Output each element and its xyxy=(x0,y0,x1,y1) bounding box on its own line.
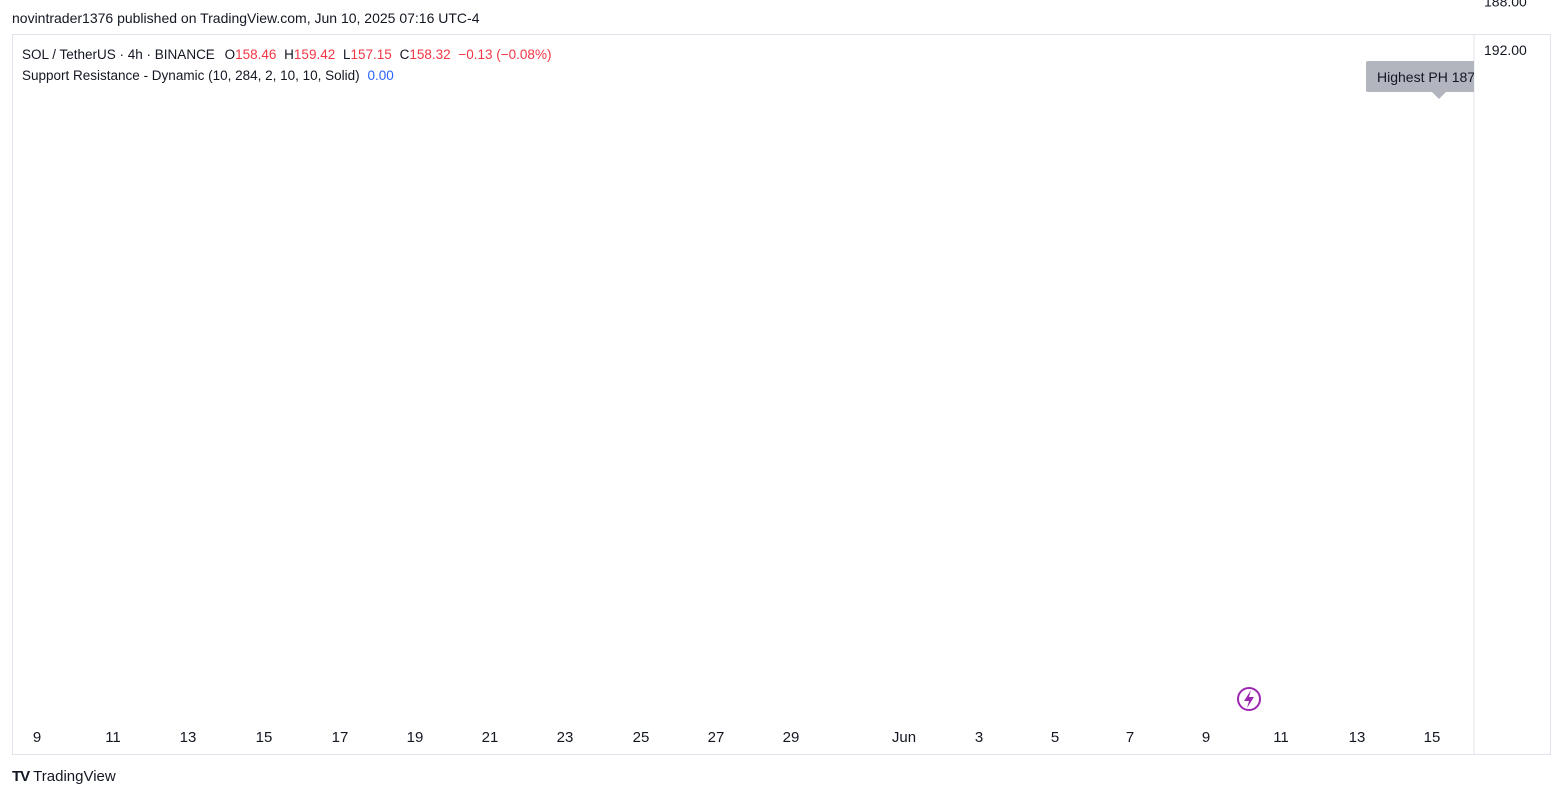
x-tick-label: 21 xyxy=(482,729,499,746)
open-label: O xyxy=(224,47,236,62)
x-tick-label: 23 xyxy=(557,729,574,746)
chart-legend: SOL / TetherUS · 4h · BINANCE O158.46 H1… xyxy=(22,44,551,86)
highest-ph-label: Highest PH 187.71 xyxy=(1377,69,1495,85)
x-tick-label: 9 xyxy=(1202,729,1210,746)
highest-ph-badge-bg xyxy=(1366,61,1474,92)
publisher-text: novintrader1376 published on TradingView… xyxy=(12,10,480,26)
lightning-icon xyxy=(1237,687,1261,711)
highest-ph-badge: Highest PH 187.71 xyxy=(1366,61,1495,99)
change-value: −0.13 (−0.08%) xyxy=(458,47,552,62)
brand-name: TradingView xyxy=(33,768,116,785)
indicator-row: Support Resistance - Dynamic (10, 284, 2… xyxy=(22,65,551,86)
y-tick-label: 192.00 xyxy=(1484,42,1527,58)
x-tick-label: 15 xyxy=(1424,729,1441,746)
x-tick-label: Jun xyxy=(892,729,916,746)
indicator-label[interactable]: Support Resistance - Dynamic (10, 284, 2… xyxy=(22,68,360,83)
close-label: C xyxy=(399,47,410,62)
tradingview-logo-icon: TV xyxy=(12,768,30,785)
open-value: 158.46 xyxy=(235,47,277,62)
ohlc-row: SOL / TetherUS · 4h · BINANCE O158.46 H1… xyxy=(22,44,551,65)
x-tick-label: 29 xyxy=(783,729,800,746)
x-tick-label: 11 xyxy=(105,729,121,746)
lightning-bolt-icon xyxy=(1244,690,1254,708)
x-tick-label: 11 xyxy=(1273,729,1289,746)
chart-frame xyxy=(12,34,1551,755)
x-tick-label: 19 xyxy=(407,729,424,746)
footer-brand[interactable]: TV TradingView xyxy=(12,768,116,785)
x-tick-label: 13 xyxy=(180,729,197,746)
x-tick-label: 25 xyxy=(633,729,650,746)
low-label: L xyxy=(342,47,351,62)
x-tick-label: 13 xyxy=(1349,729,1366,746)
x-tick-label: 17 xyxy=(332,729,349,746)
indicator-value: 0.00 xyxy=(367,68,394,83)
close-value: 158.32 xyxy=(409,47,451,62)
x-tick-label: 15 xyxy=(256,729,273,746)
y-tick-label: 188.00 xyxy=(1484,0,1527,10)
x-tick-label: 7 xyxy=(1126,729,1134,746)
high-value: 159.42 xyxy=(293,47,336,62)
x-tick-label: 9 xyxy=(33,729,41,746)
low-value: 157.15 xyxy=(350,47,392,62)
x-tick-label: 3 xyxy=(975,729,983,746)
symbol-label[interactable]: SOL / TetherUS · 4h · BINANCE xyxy=(22,47,215,62)
highest-ph-badge-pointer xyxy=(1432,92,1446,99)
publisher-line: novintrader1376 published on TradingView… xyxy=(12,10,480,26)
x-tick-label: 27 xyxy=(708,729,725,746)
high-label: H xyxy=(284,47,294,62)
x-tick-label: 5 xyxy=(1051,729,1059,746)
